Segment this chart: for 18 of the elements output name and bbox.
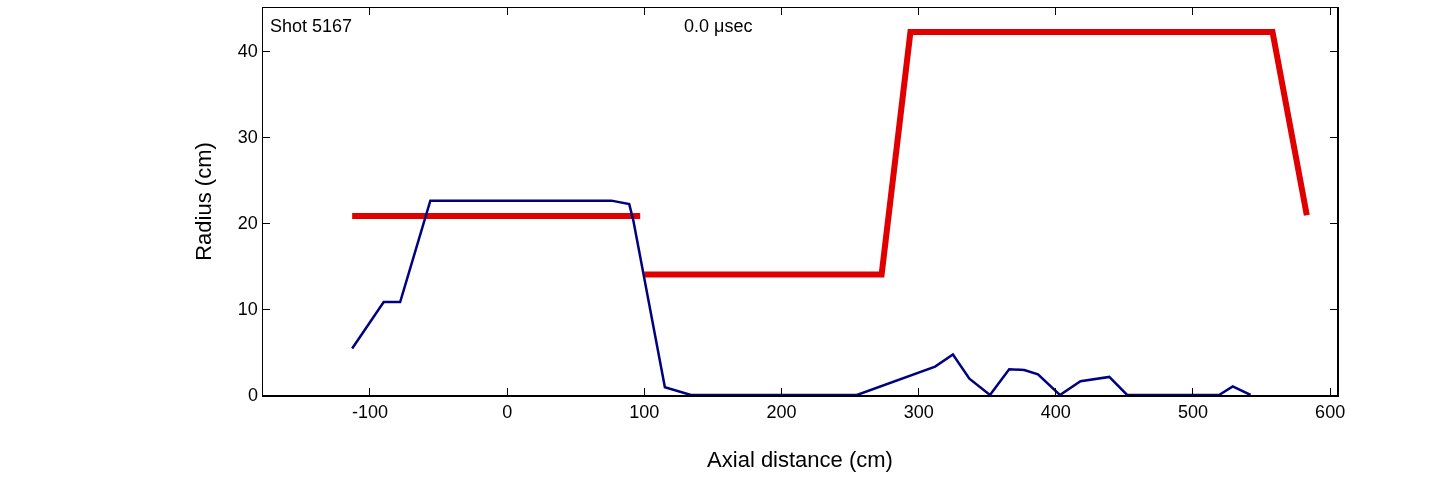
x-tick-label: 200 bbox=[766, 402, 797, 423]
annotation: 0.0 μsec bbox=[684, 16, 753, 36]
x-tick-label: 0 bbox=[502, 402, 513, 423]
x-tick-label: 600 bbox=[1315, 402, 1346, 423]
x-tick-label: 300 bbox=[903, 402, 934, 423]
line-series bbox=[350, 199, 1252, 395]
y-tick-label: 30 bbox=[237, 127, 258, 148]
x-tick-label: 400 bbox=[1040, 402, 1071, 423]
x-tick-label: 100 bbox=[629, 402, 660, 423]
x-tick-label: -100 bbox=[351, 402, 389, 423]
y-tick-label: 20 bbox=[237, 213, 258, 234]
y-tick-label: 0 bbox=[247, 385, 258, 406]
x-axis-title: Axial distance (cm) bbox=[707, 446, 893, 472]
annotation: Shot 5167 bbox=[270, 16, 353, 36]
y-axis-title: Radius (cm) bbox=[190, 142, 216, 261]
x-tick-label: 500 bbox=[1177, 402, 1208, 423]
y-tick-label: 10 bbox=[237, 299, 258, 320]
y-tick-label: 40 bbox=[237, 41, 258, 62]
